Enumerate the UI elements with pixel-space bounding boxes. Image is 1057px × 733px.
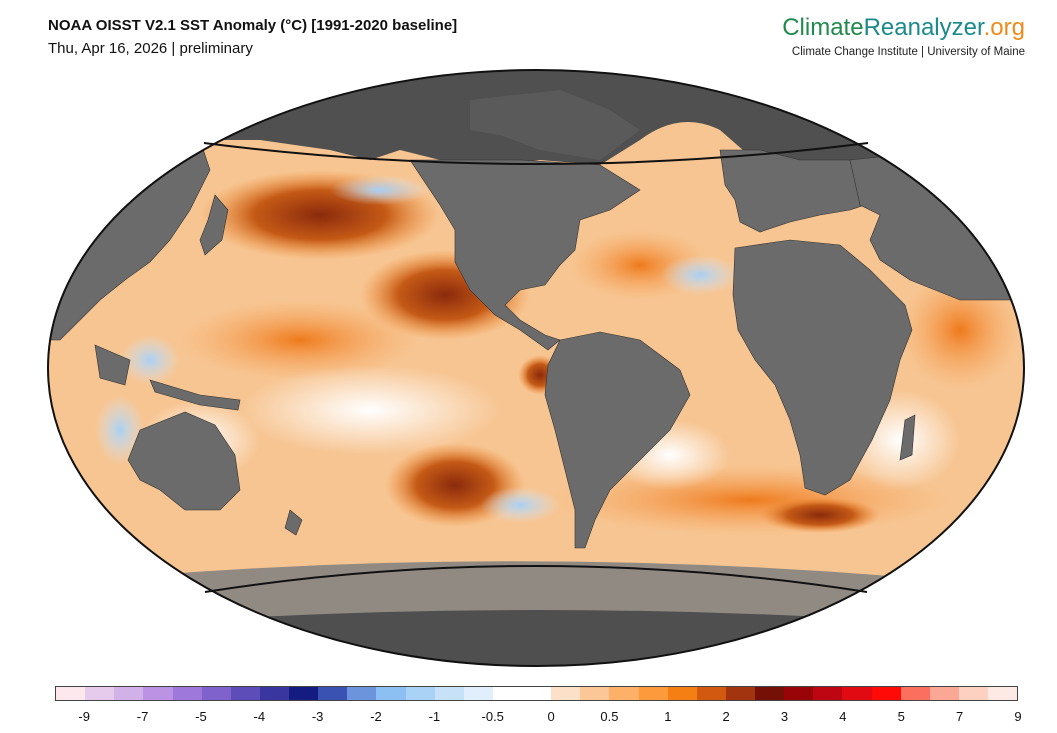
south-america <box>544 331 691 549</box>
colorbar-tick-label: 1 <box>664 709 672 724</box>
colorbar-swatch <box>813 687 843 700</box>
colorbar-swatch <box>842 687 872 700</box>
colorbar-tick-label: 5 <box>897 709 905 724</box>
japan <box>199 194 229 256</box>
colorbar-swatch <box>784 687 814 700</box>
colorbar-swatch <box>172 687 202 700</box>
colorbar-swatch <box>492 687 522 700</box>
colorbar-tick-label: 9 <box>1014 709 1022 724</box>
colorbar-swatch <box>405 687 435 700</box>
cool-w-pacific <box>120 335 180 385</box>
colorbar-swatch <box>522 687 552 700</box>
map-date: Thu, Apr 16, 2026 | preliminary <box>48 40 253 57</box>
colorbar-swatch <box>958 687 988 700</box>
colorbar-tick-label: 0 <box>547 709 555 724</box>
colorbar-swatch <box>347 687 377 700</box>
colorbar-tick-label: 2 <box>722 709 730 724</box>
map-title: NOAA OISST V2.1 SST Anomaly (°C) [1991-2… <box>48 17 458 34</box>
colorbar-swatch <box>609 687 639 700</box>
colorbar-swatch <box>580 687 610 700</box>
colorbar-swatch <box>376 687 406 700</box>
anomaly-s-indian <box>760 497 880 533</box>
colorbar-tick-label: -2 <box>370 709 382 724</box>
anomaly-c-pacific <box>180 300 420 380</box>
colorbar-tick-label: -5 <box>195 709 207 724</box>
colorbar-swatch <box>318 687 348 700</box>
colorbar-tick-label: -0.5 <box>481 709 504 724</box>
colorbar-swatch <box>143 687 173 700</box>
greenland <box>470 90 640 160</box>
australia <box>127 411 241 511</box>
cool-azores <box>660 255 740 295</box>
colorbar-swatch <box>85 687 115 700</box>
colorbar-tick-label: 3 <box>780 709 789 724</box>
colorbar-tick-label: -3 <box>311 709 324 724</box>
colorbar-swatch <box>289 687 319 700</box>
colorbar-tick-label: 4 <box>839 709 847 724</box>
colorbar-tick-label: -7 <box>136 709 149 724</box>
colorbar-tick-label: 0.5 <box>600 709 619 724</box>
colorbar-swatch <box>929 687 959 700</box>
colorbar-swatch <box>667 687 697 700</box>
brand-tagline: Climate Change Institute | University of… <box>791 46 1025 58</box>
colorbar-swatch <box>259 687 289 700</box>
colorbar-swatch <box>463 687 493 700</box>
cool-se-pacific <box>480 487 560 523</box>
new-guinea <box>149 379 241 411</box>
north-cutoff-line <box>203 142 869 165</box>
colorbar-swatch <box>871 687 901 700</box>
africa <box>732 239 913 496</box>
colorbar <box>55 686 1018 701</box>
colorbar-swatch <box>114 687 144 700</box>
europe <box>719 149 881 233</box>
colorbar-swatch <box>201 687 231 700</box>
cool-bering <box>330 175 430 205</box>
madagascar <box>899 414 916 461</box>
colorbar-swatch <box>900 687 930 700</box>
colorbar-tick-label: -4 <box>253 709 266 724</box>
colorbar-tick-label: 7 <box>956 709 964 724</box>
colorbar-tick-label: -9 <box>78 709 90 724</box>
borneo <box>94 344 131 386</box>
new-zealand <box>284 509 303 536</box>
north-america <box>409 159 641 351</box>
colorbar-swatch <box>755 687 785 700</box>
brand-block: ClimateReanalyzer.org Climate Change Ins… <box>782 14 1025 58</box>
cool-e-indian <box>95 395 145 465</box>
colorbar-swatch <box>56 687 86 700</box>
south-cutoff-line <box>204 565 868 593</box>
antarctica <box>48 610 1024 666</box>
colorbar-swatch <box>725 687 755 700</box>
colorbar-swatch <box>638 687 668 700</box>
climate-reanalyzer-logo[interactable]: ClimateReanalyzer.org <box>782 14 1025 41</box>
colorbar-swatch <box>434 687 464 700</box>
colorbar-swatch <box>230 687 260 700</box>
map-outline <box>47 69 1025 667</box>
colorbar-swatch <box>696 687 726 700</box>
colorbar-swatch <box>988 687 1018 700</box>
colorbar-swatch <box>551 687 581 700</box>
neutral-e-pacific <box>240 365 500 455</box>
colorbar-tick-label: -1 <box>428 709 441 724</box>
